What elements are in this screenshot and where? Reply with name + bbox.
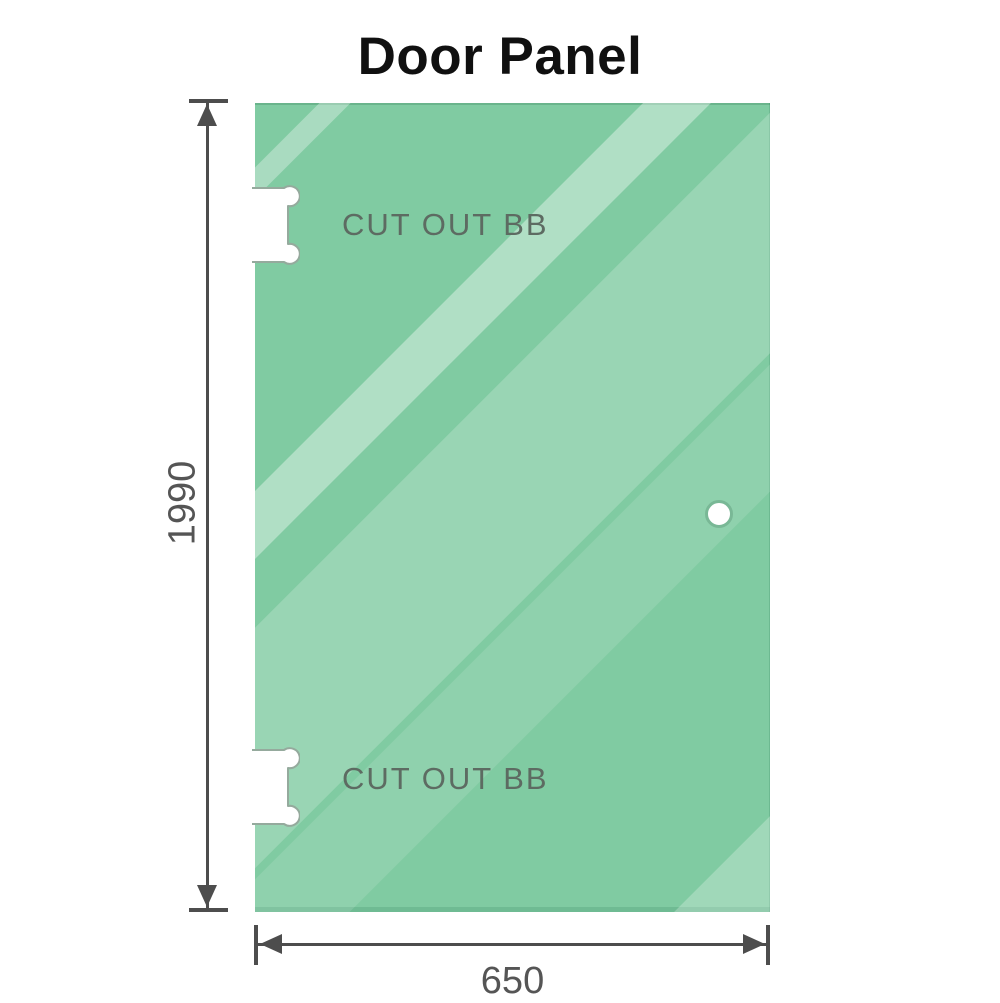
width-dimension-label: 650 (480, 960, 545, 1002)
vertical-dimension-line (206, 101, 209, 911)
hinge-cutout-top (252, 185, 300, 265)
arrowhead-down-icon (197, 885, 217, 907)
handle-hole (705, 500, 733, 528)
hinge-cutout-bottom (252, 747, 300, 827)
height-dimension-label: 1990 (161, 460, 204, 546)
cutout-label-bottom: CUT OUT BB (342, 761, 549, 796)
horizontal-dimension-line (257, 943, 768, 946)
dimension-end-cap (766, 925, 770, 965)
cutout-label-top: CUT OUT BB (342, 207, 549, 242)
door-panel-glass: CUT OUT BB CUT OUT BB (252, 103, 770, 912)
dimension-end-cap (254, 925, 258, 965)
page-title: Door Panel (357, 27, 643, 86)
dimension-end-cap (189, 908, 228, 912)
arrowhead-right-icon (743, 934, 765, 954)
